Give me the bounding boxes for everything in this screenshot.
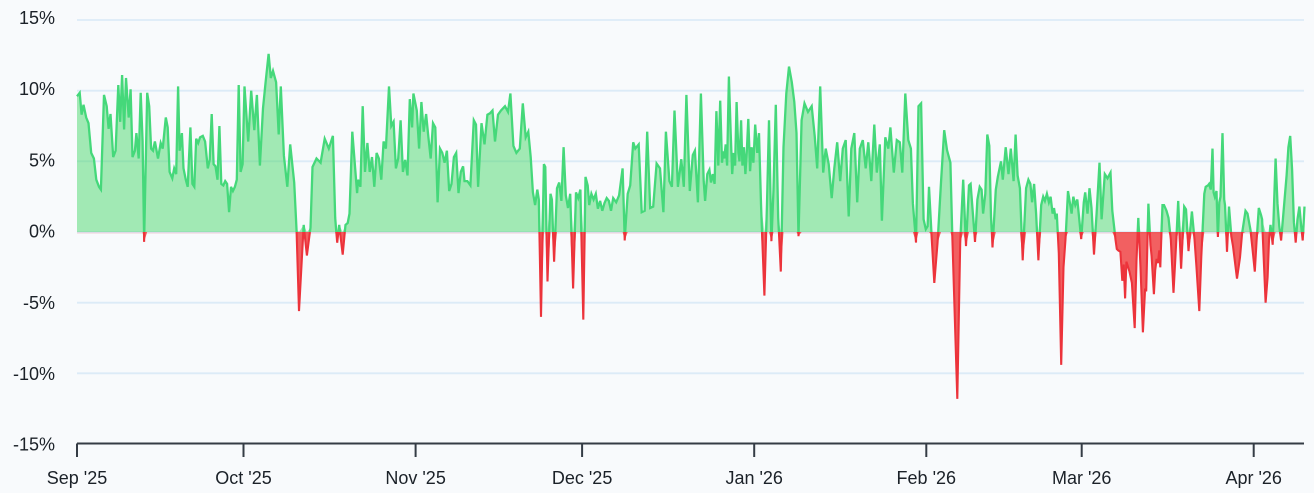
- svg-text:-15%: -15%: [13, 435, 55, 455]
- svg-text:Nov '25: Nov '25: [385, 468, 445, 488]
- svg-text:Jan '26: Jan '26: [725, 468, 782, 488]
- svg-text:Sep '25: Sep '25: [47, 468, 108, 488]
- svg-text:-5%: -5%: [23, 293, 55, 313]
- svg-text:0%: 0%: [29, 222, 55, 242]
- svg-text:Feb '26: Feb '26: [897, 468, 956, 488]
- svg-text:Oct '25: Oct '25: [215, 468, 271, 488]
- svg-text:5%: 5%: [29, 150, 55, 170]
- svg-text:-10%: -10%: [13, 364, 55, 384]
- svg-text:Dec '25: Dec '25: [552, 468, 612, 488]
- svg-text:15%: 15%: [19, 8, 55, 28]
- svg-text:10%: 10%: [19, 79, 55, 99]
- svg-text:Mar '26: Mar '26: [1052, 468, 1111, 488]
- svg-text:Apr '26: Apr '26: [1225, 468, 1281, 488]
